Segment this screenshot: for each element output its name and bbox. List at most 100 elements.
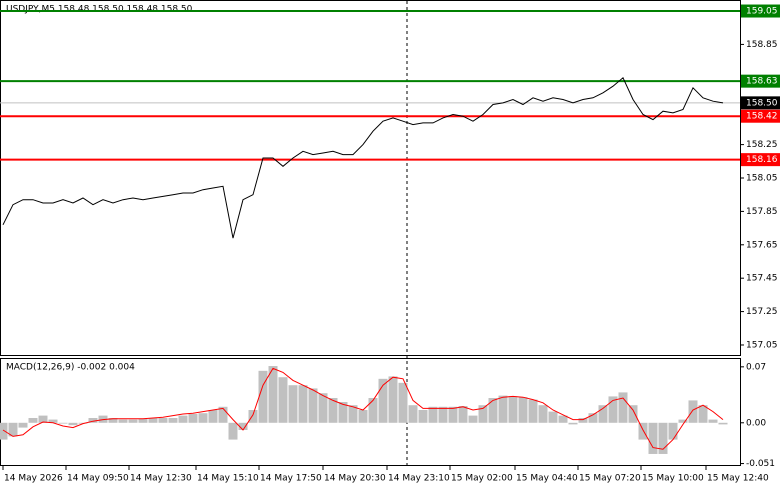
histogram-bar [128,419,138,423]
histogram-bar [368,398,378,423]
histogram-bar [18,422,28,428]
histogram-bar [258,370,268,423]
histogram-bar [238,422,248,430]
level-label-bg [741,109,780,123]
y-tick-label: 157.05 [746,340,778,350]
y-tick-label: 157.85 [746,207,778,217]
histogram-bar [58,422,68,424]
histogram-bar [0,422,8,440]
histogram-bar [528,399,538,423]
price-line [2,76,724,239]
level-label-bg [741,4,780,18]
x-tick-label: 14 May 09:50 [67,474,129,484]
histogram-bar [218,406,228,423]
histogram-bar [418,410,428,423]
histogram-bar [668,422,678,440]
histogram-bar [188,413,198,423]
level-label: 158.63 [746,77,778,87]
histogram-bar [658,422,668,454]
price-panel [0,0,741,356]
x-tick-label: 14 May 17:50 [260,474,322,484]
y-tick-label: -0.051 [746,459,775,469]
histogram-bar [628,405,638,423]
histogram-bar [348,405,358,423]
level-label-bg [741,74,780,88]
y-tick-label: 158.85 [746,40,778,50]
histogram-bar [458,406,468,423]
histogram-bar [588,413,598,423]
histogram-bar [158,417,168,423]
histogram-bar [268,366,278,423]
histogram-bar [318,393,328,423]
histogram-bar [638,422,648,440]
histogram-bar [498,395,508,423]
level-label: 159.05 [746,7,778,17]
histogram-bar [8,422,18,437]
x-tick-label: 14 May 2026 [4,474,63,484]
y-tick-label: 157.45 [746,274,778,284]
histogram-bar [448,406,458,423]
histogram-bar [118,419,128,423]
level-label: 158.50 [746,98,778,108]
histogram-bar [198,413,208,423]
histogram-bar [298,385,308,423]
y-tick-label: 158.05 [746,174,778,184]
histogram-bar [578,417,588,423]
histogram-bar [278,377,288,423]
x-tick-label: 15 May 12:40 [707,474,769,484]
level-label-bg [741,153,780,167]
x-tick-label: 15 May 04:40 [516,474,578,484]
histogram-bar [208,410,218,423]
y-tick-label: 158.25 [746,140,778,150]
histogram-bar [408,405,418,423]
histogram-bar [108,417,118,423]
histogram-bar [648,422,658,454]
histogram-bar [88,417,98,423]
histogram-bar [248,410,258,423]
histogram-bar [568,422,578,425]
x-tick-label: 14 May 20:30 [324,474,386,484]
level-label-bg [741,96,780,110]
histogram-bar [358,410,368,423]
histogram-bar [178,415,188,423]
macd-title: MACD(12,26,9) -0.002 0.004 [6,363,135,373]
histogram-bar [708,419,718,423]
histogram-bar [488,398,498,423]
histogram-bar [468,415,478,423]
histogram-bar [378,378,388,423]
histogram-bar [538,405,548,423]
histogram-bar [438,406,448,423]
histogram-bar [328,398,338,423]
x-tick-label: 15 May 10:00 [642,474,704,484]
y-tick-label: 157.65 [746,240,778,250]
histogram-bar [428,406,438,423]
histogram-bar [678,419,688,423]
histogram-bar [718,422,728,425]
y-tick-label: 0.00 [746,418,766,428]
histogram-bar [288,385,298,423]
signal-line [2,367,724,450]
x-tick-label: 14 May 15:10 [197,474,259,484]
histogram-bar [518,397,528,423]
price-title: USDJPY,M5 158.48 158.50 158.48 158.50 [6,5,193,15]
histogram-bar [148,417,158,423]
histogram-bar [398,382,408,423]
histogram-bar [338,402,348,423]
x-tick-label: 14 May 12:30 [130,474,192,484]
x-tick-label: 14 May 23:10 [388,474,450,484]
histogram-bar [558,415,568,423]
y-tick-label: 0.07 [746,362,766,372]
histogram-bar [478,405,488,423]
histogram-bar [388,376,398,423]
histogram-bar [168,417,178,423]
histogram-bar [618,392,628,423]
histogram-bar [598,405,608,423]
y-tick-label: 157.25 [746,307,778,317]
histogram-bar [688,400,698,423]
x-tick-label: 15 May 02:00 [451,474,513,484]
histogram-bar [38,415,48,423]
histogram-bar [608,396,618,423]
histogram-bar [48,419,58,423]
level-label: 158.16 [746,155,778,165]
